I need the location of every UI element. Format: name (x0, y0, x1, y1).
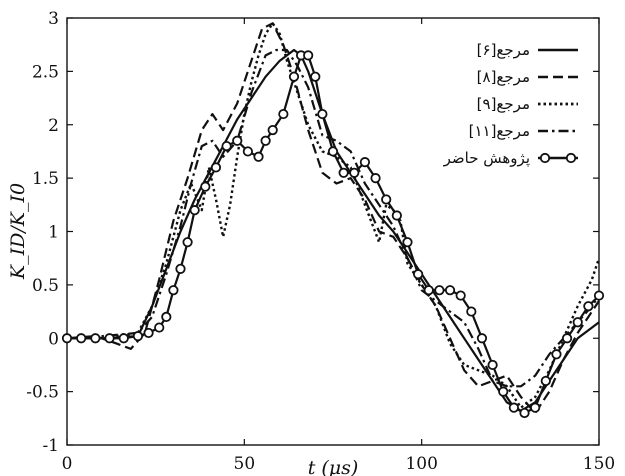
legend-label: مرجع[۸] (477, 68, 530, 86)
y-axis-label: K_ID/K_I0 (7, 183, 29, 280)
data-point (370, 173, 381, 184)
x-tick-label: 50 (234, 454, 256, 474)
data-point (444, 285, 456, 296)
data-point (260, 135, 271, 146)
data-point (90, 333, 101, 344)
data-point (561, 333, 573, 344)
series-layer (61, 22, 605, 419)
data-point (182, 237, 193, 248)
data-point (154, 322, 165, 333)
data-point (530, 402, 541, 413)
data-point (476, 333, 488, 344)
x-tick-label: 100 (405, 454, 437, 474)
series-line-2 (67, 22, 601, 409)
data-point (413, 269, 424, 280)
data-point (434, 285, 445, 296)
data-point (423, 285, 434, 296)
data-point (487, 359, 498, 371)
data-point (104, 333, 115, 344)
y-tick-label: -0.5 (26, 383, 59, 403)
data-point (175, 263, 186, 274)
data-point (381, 194, 392, 205)
data-point (61, 333, 73, 344)
data-point (455, 290, 466, 301)
data-point (221, 141, 232, 152)
data-point (519, 407, 530, 419)
legend-label: مرجع[۶] (477, 41, 530, 59)
data-point (349, 167, 360, 178)
legend-label: مرجع[۱۱] (469, 122, 530, 140)
data-point (168, 285, 179, 296)
data-point (210, 162, 222, 173)
data-point (189, 205, 200, 216)
y-tick-label: 2.5 (32, 62, 59, 82)
data-point (593, 290, 605, 301)
data-point (232, 135, 243, 146)
legend-label: پژوهش حاضر (443, 149, 530, 168)
data-point (242, 146, 253, 157)
data-point (310, 71, 321, 82)
data-point (583, 301, 594, 312)
data-point (572, 317, 583, 328)
data-point (278, 108, 289, 120)
data-point (391, 210, 402, 221)
data-point (200, 181, 211, 192)
data-point (551, 349, 562, 360)
y-tick-label: 3 (48, 9, 59, 29)
series-line-1 (66, 22, 600, 415)
legend-marker (539, 152, 551, 164)
y-tick-label: -1 (42, 436, 59, 456)
data-point (161, 311, 172, 322)
data-point (118, 333, 129, 344)
data-point (317, 108, 328, 120)
data-point (327, 146, 339, 157)
y-tick-label: 1.5 (32, 169, 59, 189)
legend: مرجع[۶] مرجع[۸] مرجع[۹] مرجع[۱۱] پژوهش حاضر (443, 41, 578, 168)
data-point (466, 306, 477, 317)
data-point (540, 375, 551, 387)
y-tick-label: 2 (48, 116, 59, 136)
data-point (143, 327, 154, 339)
legend-marker (565, 152, 577, 164)
y-tick-label: 0.5 (32, 276, 59, 296)
data-point (402, 237, 413, 248)
x-tick-label: 0 (62, 454, 73, 474)
data-point (253, 151, 264, 162)
data-point (338, 167, 349, 178)
data-point (132, 331, 144, 342)
y-tick-label: 0 (48, 329, 59, 349)
data-point (359, 157, 371, 168)
data-point (303, 50, 314, 61)
y-tick-label: 1 (48, 223, 59, 243)
data-point (498, 386, 509, 397)
data-point (288, 71, 300, 82)
series-line-3 (66, 48, 600, 388)
x-axis-label: t (μs) (308, 457, 359, 476)
x-tick-label: 150 (583, 454, 615, 474)
data-point (267, 124, 278, 136)
legend-label: مرجع[۹] (477, 95, 530, 113)
data-point (76, 333, 87, 344)
data-point (508, 402, 519, 413)
